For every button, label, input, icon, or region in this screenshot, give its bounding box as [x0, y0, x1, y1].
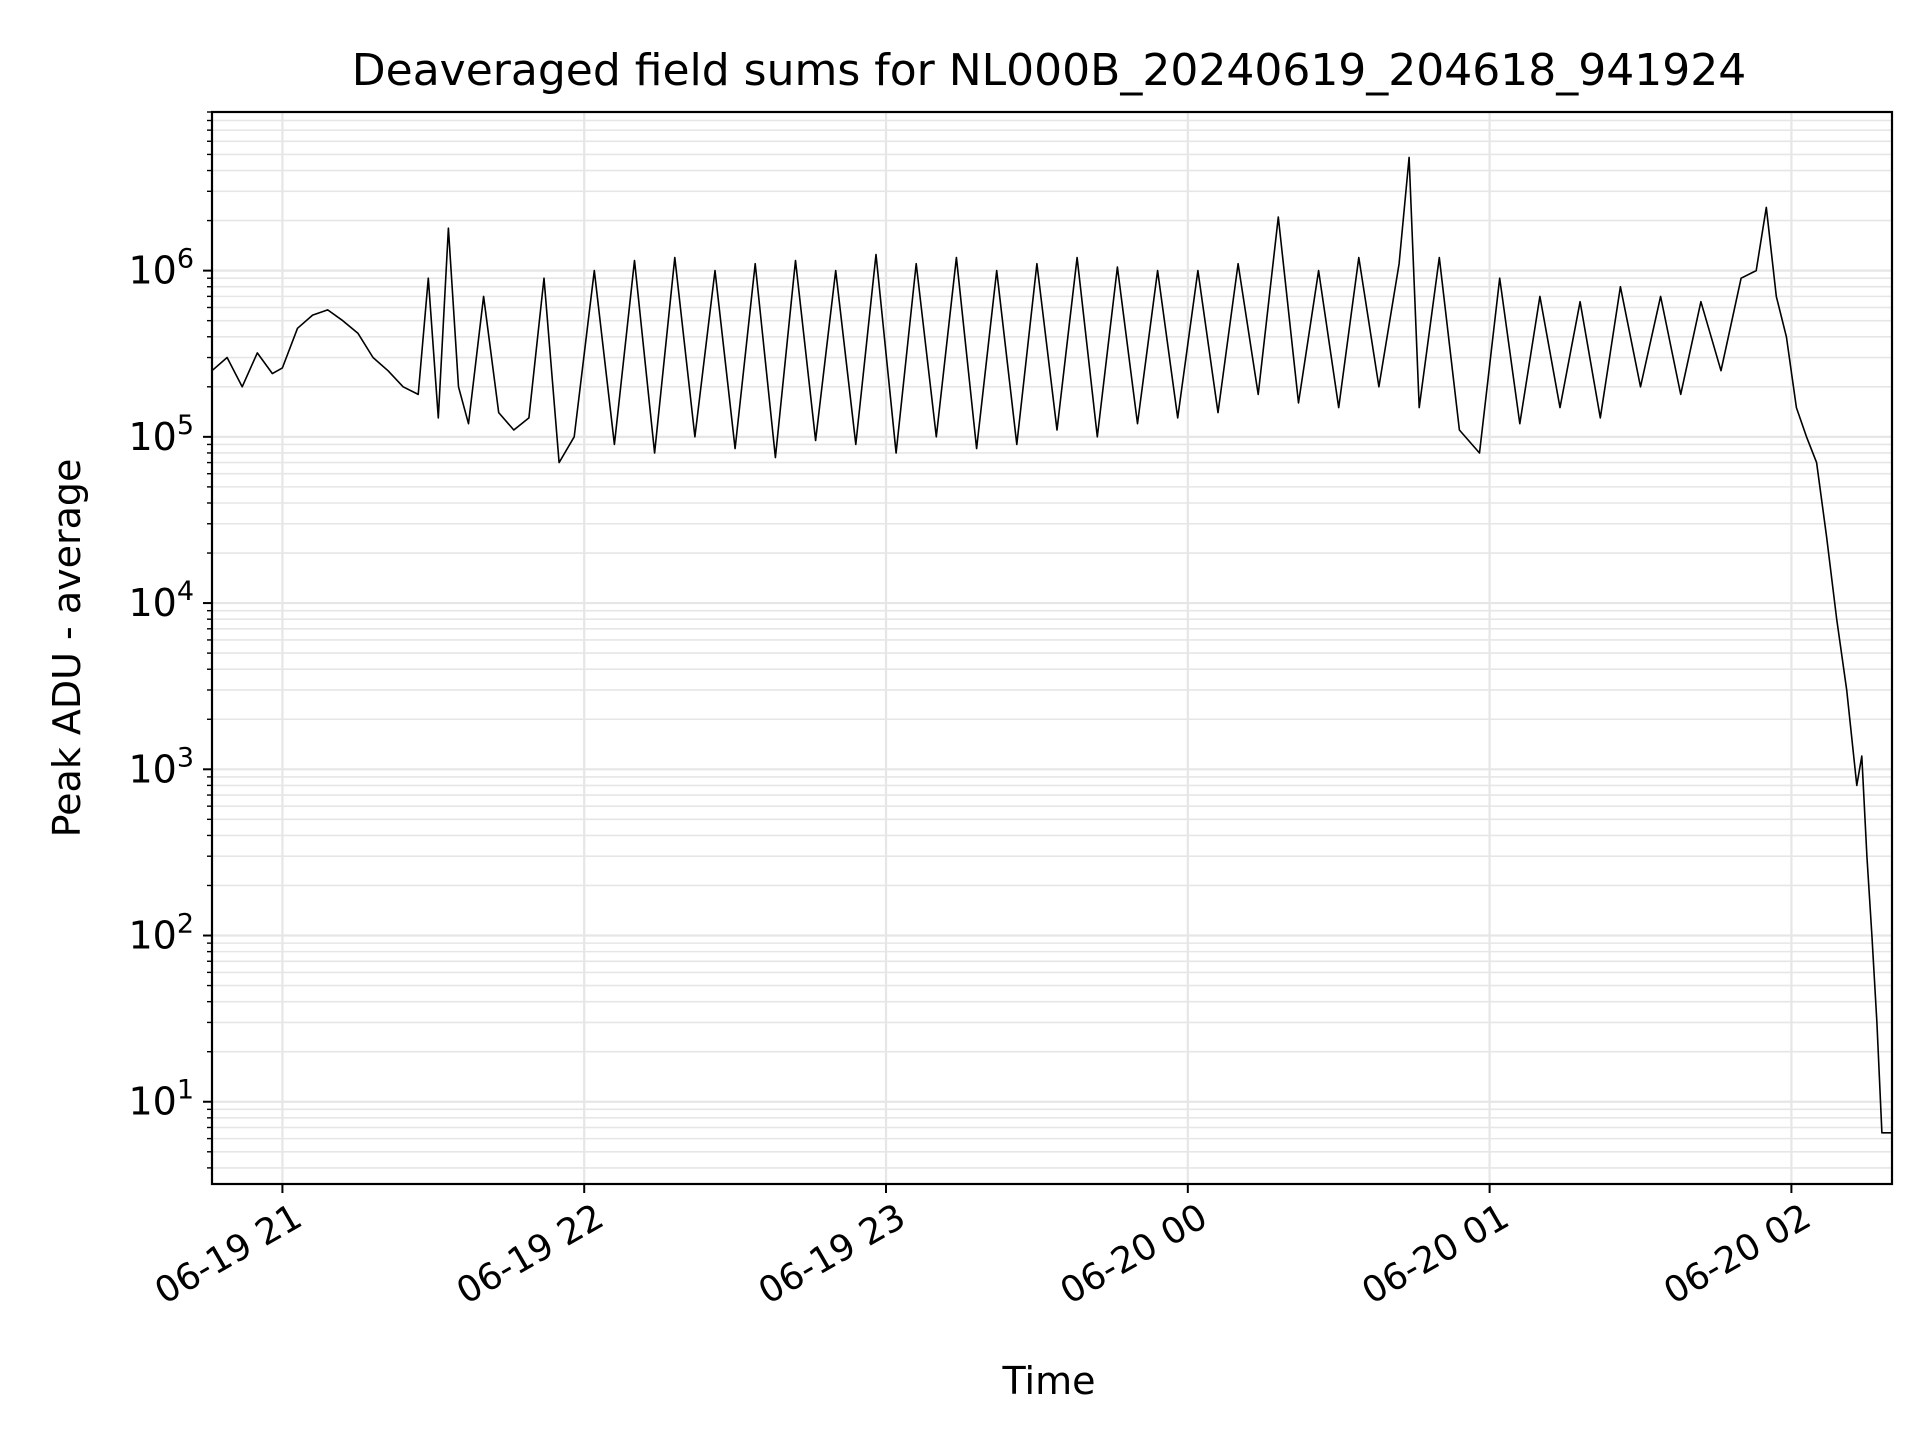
y-tick-label-base: 10 — [128, 581, 176, 625]
y-tick-label-base: 10 — [128, 249, 176, 293]
y-tick-label-exponent: 3 — [177, 742, 194, 773]
plot-frame — [210, 110, 1894, 1186]
y-tick-label-exponent: 1 — [177, 1075, 194, 1106]
y-tick-label: 105 — [128, 410, 194, 459]
series-line — [211, 156, 1892, 1134]
chart-title: Deaveraged field sums for NL000B_2024061… — [352, 45, 1746, 96]
y-tick-label-exponent: 5 — [177, 410, 194, 441]
grid — [212, 111, 1892, 1184]
y-tick-label-exponent: 6 — [177, 244, 194, 275]
x-axis-label: Time — [1002, 1359, 1096, 1403]
y-tick-label-base: 10 — [128, 914, 176, 958]
y-tick-label-base: 10 — [128, 1080, 176, 1124]
y-tick-label-exponent: 4 — [177, 576, 194, 607]
y-tick-label: 103 — [128, 742, 194, 791]
y-tick-label: 106 — [128, 244, 194, 293]
y-tick-label-base: 10 — [128, 747, 176, 791]
y-tick-label: 104 — [128, 576, 194, 625]
y-tick-label-exponent: 2 — [177, 909, 194, 940]
y-axis-label: Peak ADU - average — [45, 459, 89, 838]
y-tick-label-base: 10 — [128, 415, 176, 459]
y-tick-label: 102 — [128, 909, 194, 958]
series-layer — [211, 156, 1892, 1134]
y-tick-label: 101 — [128, 1075, 194, 1124]
